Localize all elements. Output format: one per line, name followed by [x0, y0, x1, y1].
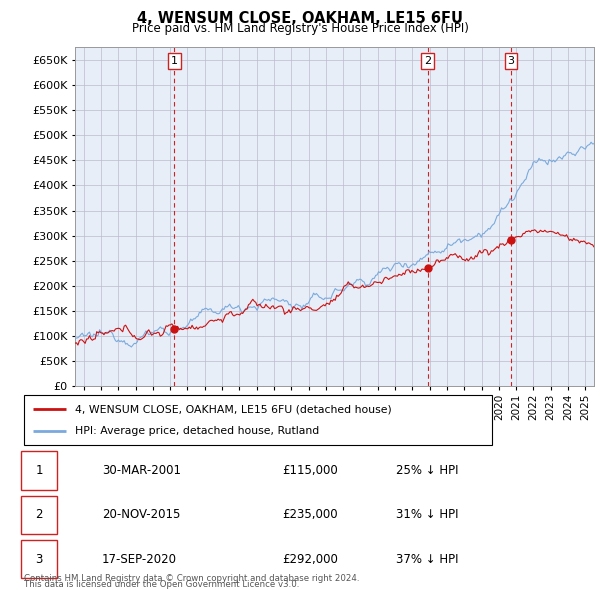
Text: 1: 1: [35, 464, 43, 477]
Text: HPI: Average price, detached house, Rutland: HPI: Average price, detached house, Rutl…: [76, 427, 320, 437]
Text: 4, WENSUM CLOSE, OAKHAM, LE15 6FU: 4, WENSUM CLOSE, OAKHAM, LE15 6FU: [137, 11, 463, 25]
Text: 1: 1: [171, 56, 178, 65]
Text: 30-MAR-2001: 30-MAR-2001: [102, 464, 181, 477]
Text: This data is licensed under the Open Government Licence v3.0.: This data is licensed under the Open Gov…: [24, 581, 299, 589]
Text: 37% ↓ HPI: 37% ↓ HPI: [396, 552, 458, 566]
Text: £292,000: £292,000: [282, 552, 338, 566]
Text: 4, WENSUM CLOSE, OAKHAM, LE15 6FU (detached house): 4, WENSUM CLOSE, OAKHAM, LE15 6FU (detac…: [76, 404, 392, 414]
Text: Contains HM Land Registry data © Crown copyright and database right 2024.: Contains HM Land Registry data © Crown c…: [24, 574, 359, 583]
Text: 17-SEP-2020: 17-SEP-2020: [102, 552, 177, 566]
Text: Price paid vs. HM Land Registry's House Price Index (HPI): Price paid vs. HM Land Registry's House …: [131, 22, 469, 35]
Text: 31% ↓ HPI: 31% ↓ HPI: [396, 508, 458, 522]
Text: 25% ↓ HPI: 25% ↓ HPI: [396, 464, 458, 477]
Text: 3: 3: [508, 56, 515, 65]
Text: 2: 2: [424, 56, 431, 65]
Text: 2: 2: [35, 508, 43, 522]
Text: £115,000: £115,000: [282, 464, 338, 477]
Text: 3: 3: [35, 552, 43, 566]
Text: £235,000: £235,000: [282, 508, 338, 522]
FancyBboxPatch shape: [24, 395, 492, 445]
Text: 20-NOV-2015: 20-NOV-2015: [102, 508, 181, 522]
